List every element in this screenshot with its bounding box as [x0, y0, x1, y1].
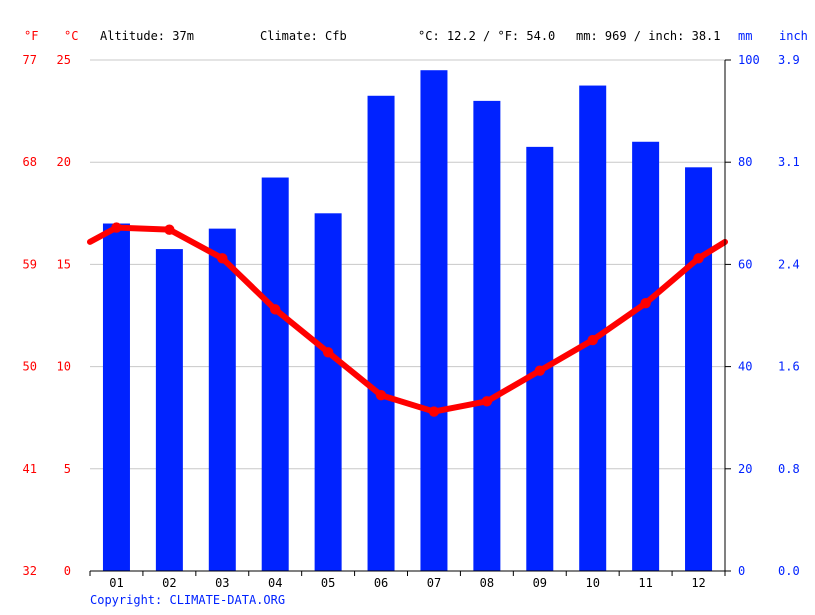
x-tick-label: 04 — [268, 576, 282, 590]
x-tick-label: 05 — [321, 576, 335, 590]
mm-tick-label: 60 — [738, 257, 752, 271]
temperature-point — [587, 334, 598, 346]
x-tick-label: 07 — [427, 576, 441, 590]
inch-tick-label: 3.9 — [778, 53, 800, 67]
x-tick-label: 03 — [215, 576, 229, 590]
temperature-point — [428, 406, 440, 417]
left-unit-fahrenheit: °F — [24, 29, 38, 43]
copyright-text: Copyright: CLIMATE-DATA.ORG — [90, 593, 285, 607]
precipitation-bar — [208, 228, 236, 571]
temperature-point — [322, 347, 334, 358]
x-tick-label: 01 — [109, 576, 123, 590]
celsius-tick-label: 5 — [64, 462, 71, 476]
x-tick-label: 12 — [691, 576, 705, 590]
inch-tick-label: 3.1 — [778, 155, 800, 169]
inch-tick-label: 1.6 — [778, 360, 800, 374]
precipitation-bars — [102, 70, 713, 572]
celsius-tick-label: 15 — [57, 257, 71, 271]
right-unit-mm: mm — [738, 29, 752, 43]
labels-layer: 32 0 0 0.0 41 5 20 0.8 50 10 40 1.6 59 15 60 2.4 68 20 80 3… — [23, 53, 800, 590]
x-tick-label: 08 — [480, 576, 494, 590]
temperature-point — [481, 396, 493, 407]
precipitation-bar — [632, 141, 660, 571]
precipitation-bar — [314, 213, 342, 572]
inch-tick-label: 0.8 — [778, 462, 800, 476]
fahrenheit-tick-label: 32 — [23, 564, 37, 578]
x-tick-label: 02 — [162, 576, 176, 590]
mm-tick-label: 100 — [738, 53, 760, 67]
inch-tick-label: 0.0 — [778, 564, 800, 578]
x-tick-label: 11 — [638, 576, 652, 590]
temperature-point — [534, 365, 545, 376]
fahrenheit-tick-label: 50 — [23, 360, 37, 374]
right-unit-inch: inch — [779, 29, 808, 43]
temperature-point — [375, 390, 387, 401]
fahrenheit-tick-label: 59 — [23, 257, 37, 271]
temperature-line — [87, 224, 728, 415]
precipitation-bar — [155, 249, 183, 571]
fahrenheit-tick-label: 68 — [23, 155, 37, 169]
precipitation-bar — [526, 146, 554, 571]
celsius-tick-label: 20 — [57, 155, 71, 169]
mm-tick-label: 0 — [738, 564, 745, 578]
precipitation-bar — [261, 177, 289, 571]
inch-tick-label: 2.4 — [778, 257, 800, 271]
grid-layer — [90, 59, 725, 470]
celsius-tick-label: 0 — [64, 564, 71, 578]
header-climate: Climate: Cfb — [260, 29, 347, 43]
precipitation-bar — [420, 70, 448, 571]
precipitation-bar — [473, 100, 501, 571]
precipitation-bar — [579, 85, 607, 572]
temperature-point — [217, 253, 228, 264]
temperature-point — [164, 224, 175, 235]
fahrenheit-tick-label: 41 — [23, 462, 37, 476]
x-tick-label: 09 — [533, 576, 547, 590]
temperature-point — [270, 304, 281, 315]
x-tick-label: 10 — [585, 576, 599, 590]
header-altitude: Altitude: 37m — [100, 29, 194, 43]
temperature-point — [693, 253, 704, 264]
celsius-tick-label: 25 — [57, 53, 71, 67]
axes-layer — [89, 59, 731, 576]
mm-tick-label: 20 — [738, 462, 752, 476]
mm-tick-label: 40 — [738, 360, 752, 374]
precipitation-bar — [102, 223, 130, 571]
header-precip-summary: mm: 969 / inch: 38.1 — [576, 29, 721, 43]
temperature-point — [111, 222, 122, 233]
x-tick-label: 06 — [374, 576, 388, 590]
precipitation-bar — [367, 95, 395, 572]
precipitation-bar — [685, 167, 713, 571]
temperature-line-layer — [87, 222, 728, 417]
header-temp-summary: °C: 12.2 / °F: 54.0 — [418, 29, 555, 43]
left-unit-celsius: °C — [64, 29, 78, 43]
temperature-point — [640, 298, 651, 309]
mm-tick-label: 80 — [738, 155, 752, 169]
celsius-tick-label: 10 — [57, 360, 71, 374]
fahrenheit-tick-label: 77 — [23, 53, 37, 67]
